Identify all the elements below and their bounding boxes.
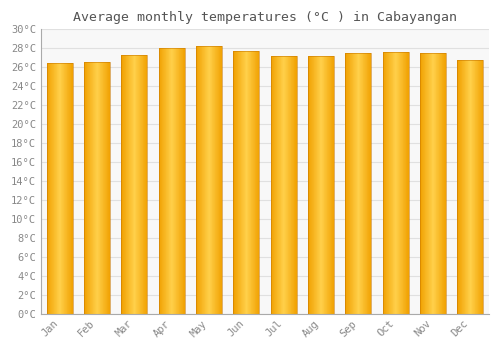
Bar [457, 60, 483, 314]
Bar [233, 51, 260, 314]
Bar [270, 56, 296, 314]
Bar [345, 53, 372, 314]
Bar [46, 63, 72, 314]
Bar [308, 56, 334, 314]
Bar [158, 48, 184, 314]
Bar [382, 52, 408, 314]
Bar [196, 46, 222, 314]
Bar [84, 62, 110, 314]
Bar [121, 55, 148, 314]
Title: Average monthly temperatures (°C ) in Cabayangan: Average monthly temperatures (°C ) in Ca… [73, 11, 457, 24]
Bar [420, 53, 446, 314]
